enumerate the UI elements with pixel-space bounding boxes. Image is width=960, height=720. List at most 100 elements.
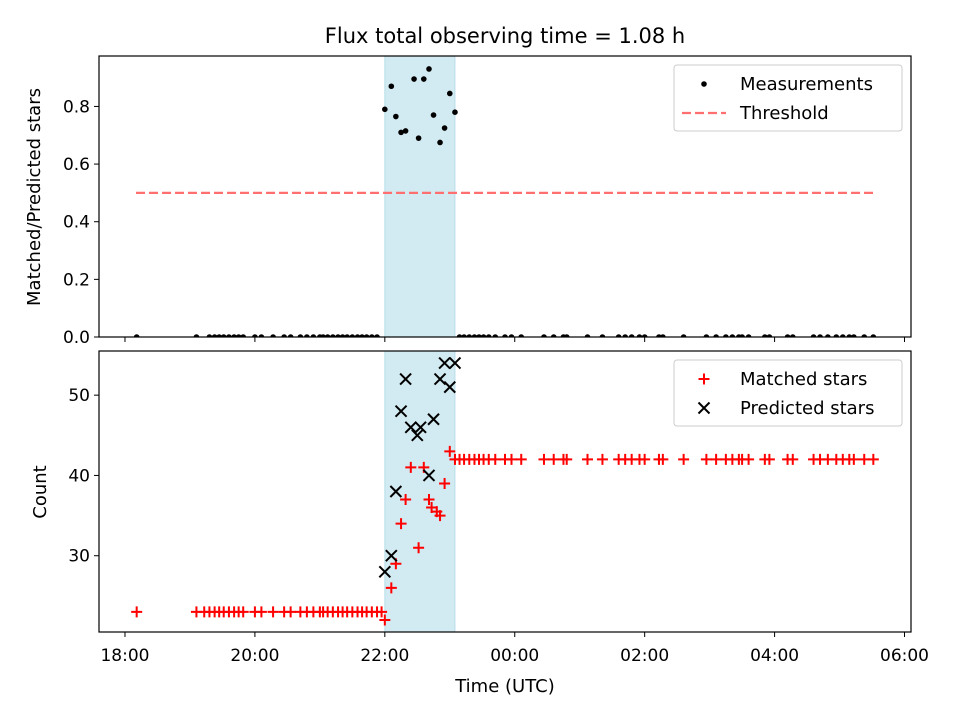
measurements-point <box>615 334 622 337</box>
measurements-point <box>452 109 458 115</box>
matched-stars-point <box>376 606 388 618</box>
measurements-point <box>398 129 404 136</box>
x-tick-label: 18:00 <box>100 646 149 666</box>
matched-stars-point <box>848 453 860 465</box>
measurements-point <box>861 334 868 337</box>
measurements-point <box>446 90 453 97</box>
measurements-point <box>287 334 294 337</box>
top-y-tick-label: 0.8 <box>63 97 90 117</box>
measurements-point <box>817 334 823 337</box>
measurements-point <box>660 334 666 337</box>
measurements-point <box>402 128 409 134</box>
measurements-point <box>502 334 508 337</box>
measurements-point <box>550 334 557 337</box>
top-y-axis-label: Matched/Predicted stars <box>24 88 45 306</box>
matched-stars-point <box>548 453 560 465</box>
predicted-stars-point <box>414 421 427 434</box>
predicted-stars-point <box>404 421 418 434</box>
measurements-point <box>235 334 242 337</box>
measurements-point <box>492 334 499 337</box>
measurements-point <box>584 334 591 337</box>
measurements-point <box>349 334 356 337</box>
measurements-point <box>382 106 388 113</box>
bottom-y-tick-label: 50 <box>68 386 90 406</box>
measurements-point <box>641 334 648 337</box>
matched-stars-point <box>237 606 249 618</box>
measurements-point <box>563 334 570 337</box>
matched-stars-point <box>439 477 451 489</box>
matched-stars-point <box>505 453 517 465</box>
measurements-point <box>729 334 736 337</box>
matched-stars-point <box>434 510 446 522</box>
matched-stars-point <box>710 453 722 465</box>
measurements-point <box>393 113 399 120</box>
matched-stars-point <box>444 445 456 457</box>
measurements-point <box>784 334 791 337</box>
chart-title: Flux total observing time = 1.08 h <box>325 24 685 48</box>
matched-stars-point <box>581 453 593 465</box>
predicted-stars-legend-handle <box>697 401 711 415</box>
measurements-point <box>636 334 643 337</box>
measurements-point <box>363 334 370 337</box>
measurements-point <box>270 334 276 337</box>
measurements-point <box>437 139 443 146</box>
measurements-point <box>335 334 341 337</box>
predicted-stars-point <box>399 372 412 386</box>
measurements-point <box>713 334 719 337</box>
matched-stars-point <box>561 453 573 465</box>
matched-stars-point <box>678 453 690 465</box>
matched-stars-point <box>255 606 267 618</box>
matched-stars-point <box>639 453 651 465</box>
bottom-legend: Matched stars Predicted stars <box>673 359 903 427</box>
bottom-series-group <box>131 356 879 626</box>
matched-stars-point <box>763 453 775 465</box>
matched-stars-point <box>423 494 435 506</box>
predicted-stars-point <box>438 356 451 370</box>
measurements-point <box>369 334 375 337</box>
plot-layer: 0.0 0.2 0.4 0.6 0.8 Measurements Threshold 30 40… <box>63 55 929 666</box>
measurements-point <box>518 334 525 337</box>
x-tick-label: 04:00 <box>750 646 799 666</box>
predicted-stars-legend-label: Predicted stars <box>740 398 874 419</box>
predicted-stars-point <box>411 429 424 442</box>
measurements-point <box>461 334 467 337</box>
measurements-point <box>870 334 877 337</box>
measurements-point <box>320 334 326 337</box>
measurements-legend-handle <box>701 81 707 87</box>
measurements-point <box>231 334 237 337</box>
bottom-panel: 30 40 50 18:00 20:00 22:00 00:00 02:00 04:00 06:0… <box>68 350 929 666</box>
top-y-tick-label: 0.4 <box>63 213 90 233</box>
measurements-point <box>344 334 350 337</box>
measurements-point <box>839 334 846 337</box>
bottom-axes-frame <box>98 350 912 633</box>
measurements-point <box>359 334 365 337</box>
measurements-point <box>310 334 317 337</box>
matched-stars-point <box>743 453 755 465</box>
matched-stars-point <box>385 582 397 594</box>
measurements-point <box>226 334 232 337</box>
measurements-point <box>339 334 346 337</box>
x-tick-label: 02:00 <box>620 646 669 666</box>
measurements-point <box>240 334 247 337</box>
measurements-point <box>628 334 635 337</box>
matched-stars-point <box>405 461 417 473</box>
measurements-point <box>388 83 395 90</box>
predicted-stars-point <box>443 380 456 394</box>
predicted-stars-point <box>394 405 408 418</box>
bottom-legend-box <box>673 359 903 427</box>
measurements-point <box>480 334 487 337</box>
matched-stars-legend-label: Matched stars <box>740 369 867 390</box>
measurements-point <box>426 66 432 72</box>
matched-stars-point <box>395 518 407 530</box>
measurements-point <box>739 334 745 337</box>
matched-stars-point <box>596 453 608 465</box>
x-tick-label: 22:00 <box>360 646 409 666</box>
predicted-stars-point <box>427 413 440 426</box>
measurements-point <box>330 334 336 337</box>
measurements-point <box>851 334 857 337</box>
measurements-point <box>193 334 200 337</box>
matched-stars-point <box>267 606 279 618</box>
measurements-point <box>430 112 437 118</box>
measurements-point <box>766 334 773 337</box>
predicted-stars-point <box>385 549 398 562</box>
